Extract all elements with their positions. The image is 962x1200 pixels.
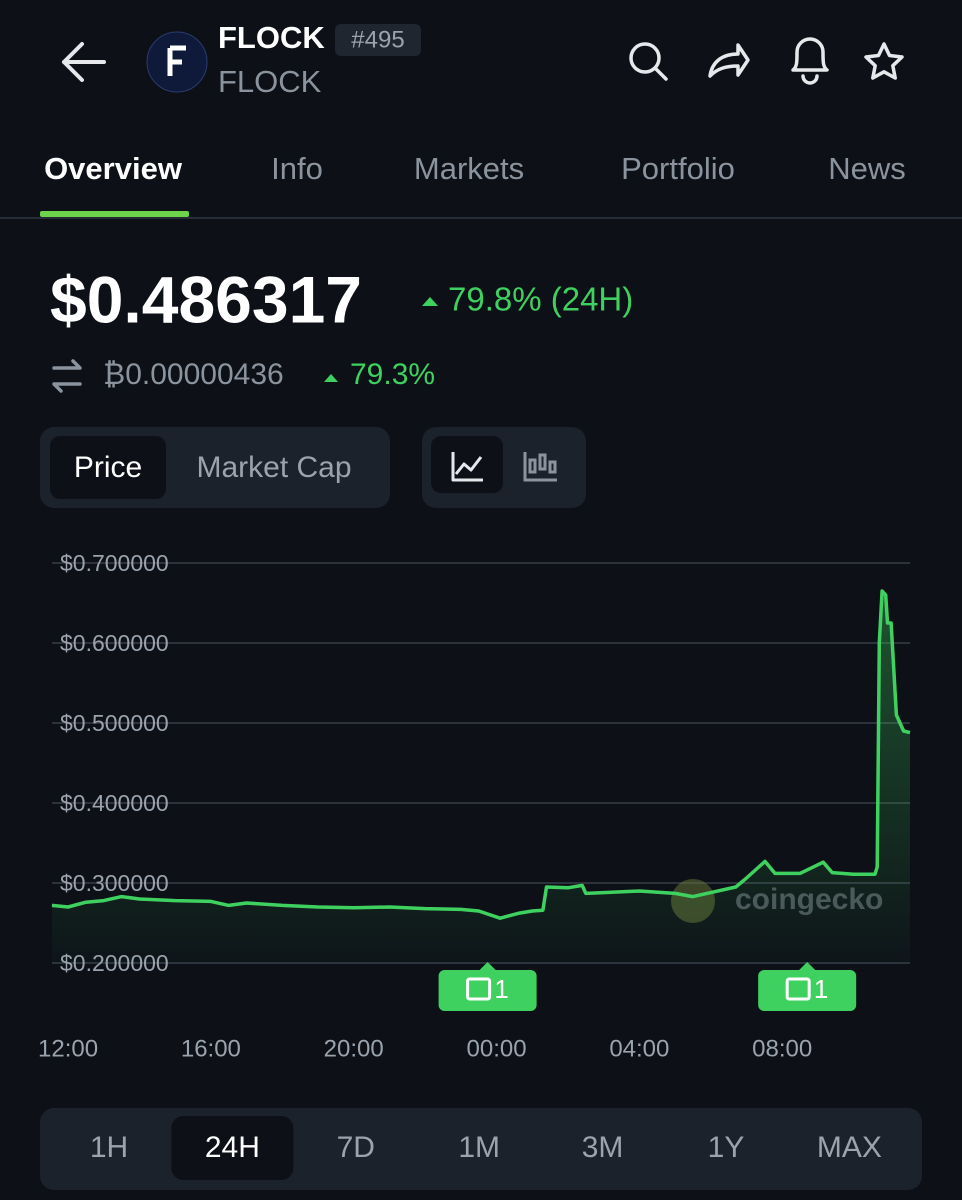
news-icon [466,977,492,1001]
range-active-bg [171,1116,294,1180]
range-button[interactable]: 24H [205,1131,260,1164]
news-marker[interactable] [758,962,857,1011]
price-btc: ₿0.00000436 [103,358,284,391]
tab[interactable]: Overview [44,151,183,186]
area [52,591,910,963]
toggle-option[interactable]: Price [74,451,142,484]
candle-chart-button[interactable] [523,452,557,482]
toggle-active-bg [50,436,166,499]
news-marker[interactable] [438,962,537,1011]
x-tick-label: 20:00 [324,1035,384,1062]
x-tick-label: 00:00 [467,1035,527,1062]
btc-change: 79.3% [350,358,435,391]
up-arrow [324,374,338,382]
price-change: 79.8% (24H) [448,281,633,318]
tab[interactable]: Portfolio [621,151,735,186]
tab[interactable]: Markets [414,151,524,186]
share-button[interactable] [708,43,750,78]
news-count: 1 [814,974,828,1004]
y-tick-label: $0.300000 [60,870,169,896]
range-button[interactable]: 1Y [708,1131,745,1164]
range-button[interactable]: 1M [458,1131,500,1164]
x-tick-label: 12:00 [38,1035,98,1062]
x-tick-label: 04:00 [609,1035,669,1062]
range-button[interactable]: 3M [582,1131,624,1164]
coin-logo-mark [167,45,186,76]
price-usd: $0.486317 [50,262,362,336]
y-tick-label: $0.500000 [60,710,169,736]
convert-icon [52,359,82,393]
news-icon [785,977,811,1001]
range-button[interactable]: MAX [817,1131,882,1164]
x-tick-label: 16:00 [181,1035,241,1062]
up-arrow [422,297,438,306]
line-chart-button[interactable] [451,452,483,482]
range-button[interactable]: 1H [90,1131,128,1164]
alert-button[interactable] [791,37,829,85]
search-button[interactable] [629,42,668,81]
tab-indicator [40,211,189,217]
price-line [51,589,911,920]
rank: #495 [351,26,404,53]
tab[interactable]: News [828,151,906,186]
coin-symbol: FLOCK [218,64,322,99]
rank-badge [335,24,421,56]
coin-name: FLOCK [218,20,325,55]
y-tick-label: $0.700000 [60,550,169,576]
y-tick-label: $0.600000 [60,630,169,656]
tab[interactable]: Info [271,151,323,186]
back-button[interactable] [62,42,106,82]
range-button[interactable]: 7D [337,1131,375,1164]
line-chart-button-bg [431,436,503,493]
news-count: 1 [494,974,508,1004]
toggle-option[interactable]: Market Cap [196,451,351,484]
y-tick-label: $0.400000 [60,790,169,816]
x-tick-label: 08:00 [752,1035,812,1062]
watchlist-button[interactable] [864,42,904,80]
